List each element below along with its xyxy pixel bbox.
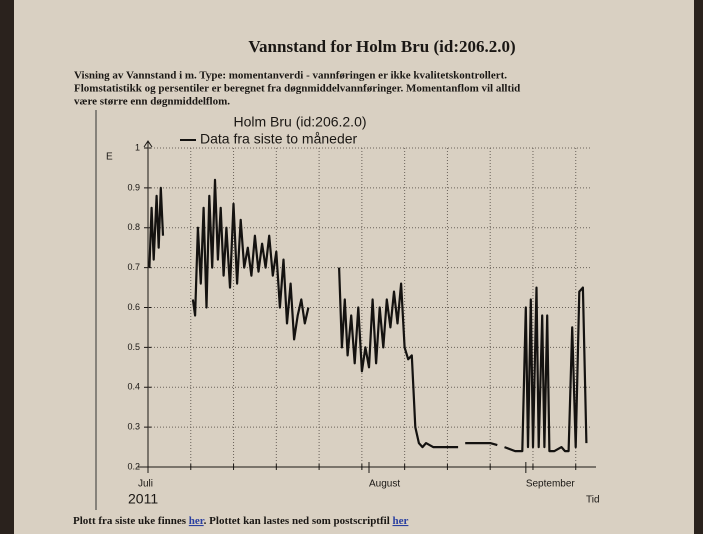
y-tick-label: 0.5 bbox=[127, 342, 140, 352]
legend-label: Data fra siste to måneder bbox=[200, 131, 358, 147]
y-axis-label: E bbox=[106, 152, 113, 163]
page: {"page": {"title": "Vannstand for Holm B… bbox=[0, 0, 703, 534]
x-tick-label: September bbox=[526, 479, 576, 490]
y-tick-label: 0.3 bbox=[127, 422, 140, 432]
y-tick-label: 0.4 bbox=[127, 382, 140, 392]
year-label: 2011 bbox=[128, 491, 158, 507]
chart-title: Holm Bru (id:206.2.0) bbox=[233, 114, 366, 130]
y-tick-label: 0.8 bbox=[127, 222, 140, 232]
x-axis-label: Tid bbox=[586, 495, 600, 506]
x-tick-label: Juli bbox=[138, 479, 153, 490]
footer-text: Plott fra siste uke finnes bbox=[73, 515, 189, 527]
description-line: Visning av Vannstand i m. Type: momentan… bbox=[74, 70, 507, 82]
y-tick-label: 1 bbox=[135, 142, 140, 152]
y-tick-label: 0.2 bbox=[127, 461, 140, 471]
description-line: være større enn døgnmiddelflom. bbox=[74, 96, 230, 108]
y-tick-label: 0.7 bbox=[127, 262, 140, 272]
y-tick-label: 0.9 bbox=[127, 182, 140, 192]
description-line: Flomstatistikk og persentiler er beregne… bbox=[74, 83, 520, 95]
link[interactable]: her bbox=[393, 515, 409, 527]
y-tick-label: 0.6 bbox=[127, 302, 140, 312]
link[interactable]: her bbox=[189, 515, 205, 527]
footer: Plott fra siste uke finnes her. Plottet … bbox=[73, 515, 409, 527]
page-title: Vannstand for Holm Bru (id:206.2.0) bbox=[248, 37, 515, 56]
screenshot: Vannstand for Holm Bru (id:206.2.0) Visn… bbox=[0, 0, 703, 534]
footer-text: . Plottet kan lastes ned som postscriptf… bbox=[204, 515, 393, 527]
x-tick-label: August bbox=[369, 479, 400, 490]
